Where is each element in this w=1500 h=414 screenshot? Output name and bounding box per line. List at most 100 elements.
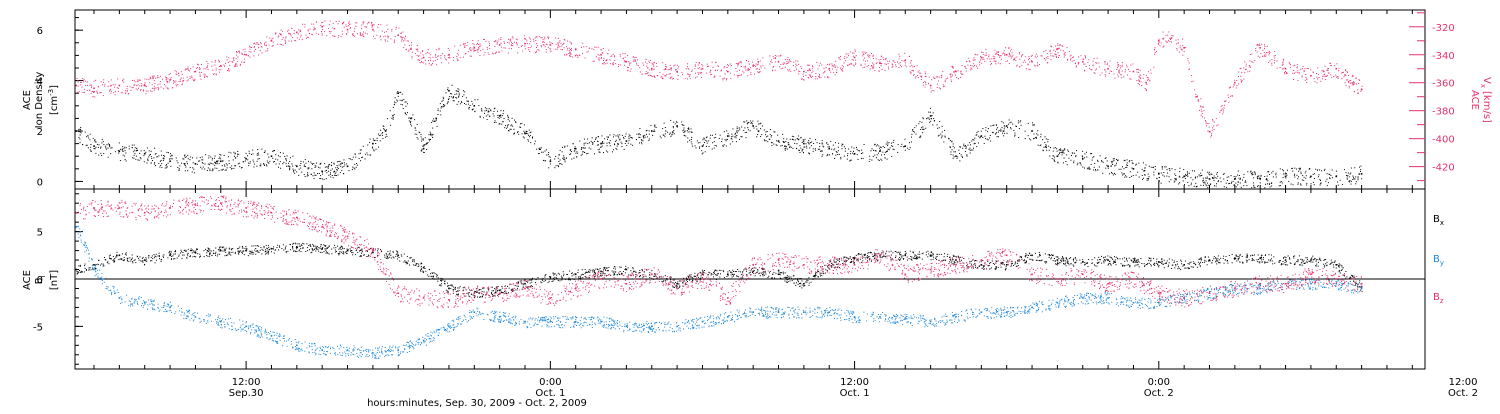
series-ion-density-dot — [508, 124, 509, 125]
series-vx-dot — [955, 70, 956, 71]
series-vx-dot — [453, 57, 454, 58]
series-ion-density-dot — [585, 142, 586, 143]
series-ion-density-dot — [581, 155, 582, 156]
series-vx-dot — [986, 55, 987, 56]
series-vx-dot — [588, 51, 589, 52]
series-vx-dot — [889, 61, 890, 62]
series-vx-dot — [302, 39, 303, 40]
series-vx-dot — [117, 78, 118, 79]
series-ion-density-dot — [1302, 175, 1303, 176]
series-ion-density-dot — [370, 155, 371, 156]
series-vx-dot — [1299, 73, 1300, 74]
series-vx-dot — [480, 45, 481, 46]
series-ion-density-dot — [857, 149, 858, 150]
series-vx-dot — [511, 42, 512, 43]
series-vx-dot — [854, 66, 855, 67]
series-ion-density-point — [930, 115, 932, 117]
series-vx-dot — [126, 88, 127, 89]
series-ion-density-dot — [1306, 185, 1307, 186]
series-ion-density-dot — [566, 158, 567, 159]
series-vx-dot — [200, 79, 201, 80]
series-vx-dot — [656, 66, 657, 67]
series-vx-dot — [538, 50, 539, 51]
series-vx-dot — [723, 78, 724, 79]
series-ion-density-dot — [819, 143, 820, 144]
series-ion-density-dot — [449, 96, 450, 97]
series-vx-dot — [1109, 66, 1110, 67]
series-ion-density-dot — [822, 151, 823, 152]
series-vx-dot — [1214, 122, 1215, 123]
series-ion-density-dot — [625, 136, 626, 137]
series-ion-density-dot — [648, 140, 649, 141]
series-vx-dot — [784, 63, 785, 64]
series-ion-density-dot — [377, 138, 378, 139]
series-vx-dot — [113, 92, 114, 93]
series-ion-density-dot — [382, 132, 383, 133]
series-ion-density-dot — [198, 161, 199, 162]
series-ion-density-dot — [804, 147, 805, 148]
series-vx-dot — [357, 33, 358, 34]
series-ion-density-dot — [853, 151, 854, 152]
series-ion-density-point — [651, 130, 653, 132]
series-vx-dot — [1021, 56, 1022, 57]
series-vx-dot — [167, 81, 168, 82]
series-vx-dot — [544, 45, 545, 46]
series-vx-dot — [900, 62, 901, 63]
series-vx-dot — [145, 86, 146, 87]
series-ion-density-dot — [78, 131, 79, 132]
series-vx-dot — [272, 46, 273, 47]
series-ion-density-dot — [959, 153, 960, 154]
series-ion-density-dot — [185, 157, 186, 158]
series-ion-density-dot — [518, 131, 519, 132]
series-ion-density-dot — [602, 142, 603, 143]
series-vx-dot — [123, 79, 124, 80]
series-vx-dot — [1310, 69, 1311, 70]
series-vx-dot — [869, 57, 870, 58]
series-ion-density-dot — [468, 104, 469, 105]
series-bx-point — [75, 269, 77, 271]
series-ion-density-dot — [395, 102, 396, 103]
series-vx-dot — [800, 66, 801, 67]
series-vx-dot — [477, 52, 478, 53]
series-ion-density-dot — [523, 131, 524, 132]
series-ion-density-dot — [809, 144, 810, 145]
series-ion-density-dot — [108, 143, 109, 144]
series-vx-dot — [741, 74, 742, 75]
series-vx-dot — [605, 63, 606, 64]
series-vx-dot — [975, 54, 976, 55]
series-vx-point — [981, 57, 983, 59]
series-vx-dot — [1028, 56, 1029, 57]
series-vx-dot — [1353, 84, 1354, 85]
series-vx-dot — [893, 60, 894, 61]
series-vx-dot — [1294, 73, 1295, 74]
series-vx-dot — [342, 34, 343, 35]
series-ion-density-dot — [638, 134, 639, 135]
series-ion-density-dot — [875, 150, 876, 151]
series-vx-point — [803, 71, 805, 73]
series-vx-dot — [708, 66, 709, 67]
series-ion-density-dot — [1250, 171, 1251, 172]
series-ion-density-dot — [1155, 169, 1156, 170]
series-vx-dot — [207, 63, 208, 64]
series-vx-dot — [1045, 60, 1046, 61]
series-ion-density-dot — [1226, 183, 1227, 184]
series-vx-dot — [1352, 85, 1353, 86]
series-ion-density-dot — [98, 155, 99, 156]
series-vx-dot — [1184, 51, 1185, 52]
series-vx-dot — [385, 36, 386, 37]
series-ion-density-dot — [330, 170, 331, 171]
series-vx-dot — [394, 40, 395, 41]
series-ion-density-dot — [280, 161, 281, 162]
series-ion-density-dot — [154, 148, 155, 149]
series-vx-dot — [144, 78, 145, 79]
series-ion-density-dot — [1314, 184, 1315, 185]
series-ion-density-dot — [280, 156, 281, 157]
series-ion-density-dot — [1164, 166, 1165, 167]
series-vx-dot — [987, 58, 988, 59]
series-ion-density-dot — [576, 151, 577, 152]
series-ion-density-dot — [777, 135, 778, 136]
series-vx-dot — [1359, 80, 1360, 81]
series-ion-density-dot — [974, 138, 975, 139]
series-ion-density-dot — [540, 149, 541, 150]
series-vx-dot — [1202, 113, 1203, 114]
